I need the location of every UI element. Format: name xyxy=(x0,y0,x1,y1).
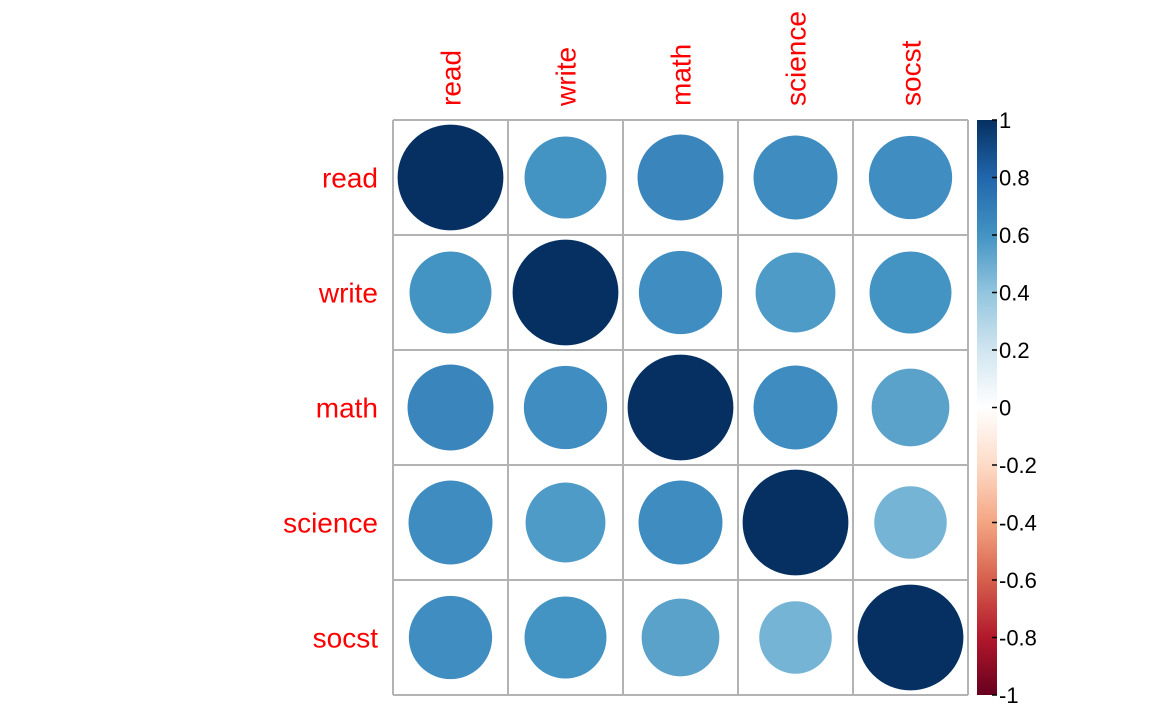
row-label-socst: socst xyxy=(313,623,379,654)
colorbar-gradient xyxy=(977,120,997,695)
row-label-read: read xyxy=(322,163,378,194)
col-label-math: math xyxy=(666,44,697,106)
corr-circle-math-socst xyxy=(871,368,950,447)
corr-circle-write-science xyxy=(755,252,836,333)
corr-circle-science-write xyxy=(525,482,606,563)
corr-circle-socst-read xyxy=(408,595,493,680)
corr-circle-read-write xyxy=(524,136,607,219)
row-labels: read write math science socst xyxy=(283,163,378,654)
corr-circle-socst-write xyxy=(524,596,607,679)
corr-circle-read-science xyxy=(753,135,838,220)
colorbar-tick-label: 0 xyxy=(999,396,1011,421)
corr-circle-socst-science xyxy=(759,601,832,674)
corr-circle-write-read xyxy=(409,251,492,334)
colorbar-tick-label: -0.8 xyxy=(999,626,1037,651)
col-label-write: write xyxy=(551,47,582,107)
row-label-write: write xyxy=(318,278,378,309)
corr-circle-science-science xyxy=(742,469,849,576)
row-label-math: math xyxy=(316,393,378,424)
col-label-read: read xyxy=(436,50,467,106)
corr-circle-math-math xyxy=(627,354,734,461)
colorbar-tick-label: 0.6 xyxy=(999,223,1030,248)
column-labels: read write math science socst xyxy=(436,11,927,107)
correlation-circles xyxy=(397,124,964,691)
colorbar-tick-label: 0.4 xyxy=(999,281,1030,306)
col-label-socst: socst xyxy=(896,40,927,106)
corr-circle-write-write xyxy=(512,239,619,346)
corr-circle-read-math xyxy=(637,134,724,221)
corr-circle-math-science xyxy=(753,365,838,450)
colorbar-tick-label: -0.4 xyxy=(999,511,1037,536)
corr-circle-write-math xyxy=(638,250,723,335)
corr-circle-math-write xyxy=(523,365,608,450)
corr-circle-socst-math xyxy=(641,598,720,677)
colorbar: 1 0.8 0.6 0.4 0.2 0 -0.2 -0.4 -0.6 -0.8 -1 xyxy=(977,108,1037,708)
corr-circle-read-read xyxy=(397,124,504,231)
row-label-science: science xyxy=(283,508,378,539)
matrix-grid xyxy=(392,119,969,696)
col-label-science: science xyxy=(781,11,812,106)
corr-circle-socst-socst xyxy=(857,584,964,691)
colorbar-tick-label: 1 xyxy=(999,108,1011,133)
corr-circle-math-read xyxy=(407,364,494,451)
corr-circle-science-socst xyxy=(874,486,947,559)
corr-circle-read-socst xyxy=(868,135,953,220)
colorbar-tick-label: -0.2 xyxy=(999,453,1037,478)
corr-circle-write-socst xyxy=(869,251,952,334)
colorbar-tick-label: 0.8 xyxy=(999,166,1030,191)
colorbar-tick-label: -0.6 xyxy=(999,568,1037,593)
colorbar-tick-label: 0.2 xyxy=(999,338,1030,363)
colorbar-tick-label: -1 xyxy=(999,683,1019,708)
corr-circle-science-read xyxy=(408,480,493,565)
corr-circle-science-math xyxy=(638,480,723,565)
